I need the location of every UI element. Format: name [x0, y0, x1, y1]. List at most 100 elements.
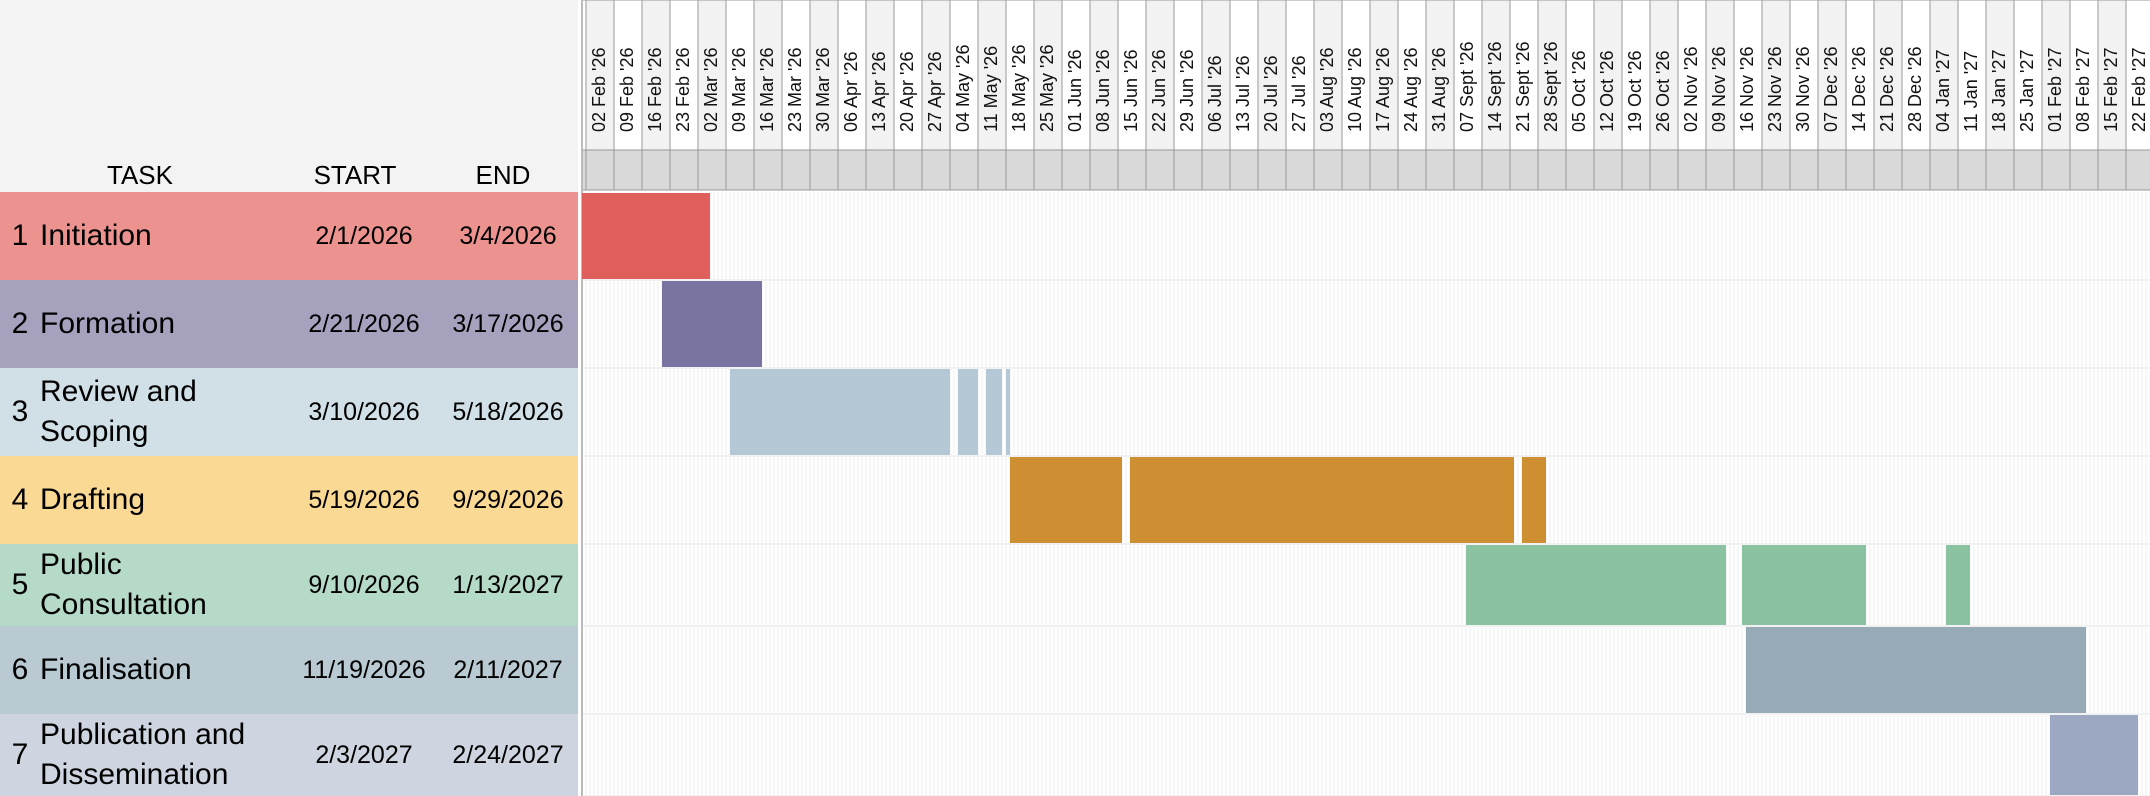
week-tick-label: 19 Oct '26: [1625, 51, 1645, 132]
week-tick-label: 02 Feb '26: [589, 48, 609, 133]
week-tick-label: 23 Feb '26: [673, 48, 693, 133]
gantt-bar[interactable]: [1742, 545, 1866, 625]
week-subheader-cell: [1677, 149, 1707, 191]
gantt-bar[interactable]: [582, 193, 710, 279]
week-subheader-cell: [1537, 149, 1567, 191]
week-subheader-cell: [837, 149, 867, 191]
task-name: Drafting: [40, 483, 146, 516]
task-name: Publication and Dissemination: [40, 718, 246, 791]
week-subheader-cell: [977, 149, 1007, 191]
week-tick-label: 20 Jul '26: [1261, 56, 1281, 133]
week-header-cell: [1509, 0, 1539, 151]
task-end-date: 2/11/2027: [453, 655, 563, 684]
task-row[interactable]: 1 Initiation 2/1/2026 3/4/2026: [0, 192, 578, 280]
week-subheader-cell: [585, 149, 615, 191]
week-subheader-cell: [1649, 149, 1679, 191]
task-end-date: 5/18/2026: [452, 397, 564, 426]
week-tick-label: 01 Feb '27: [2045, 48, 2065, 133]
week-tick-label: 28 Dec '26: [1905, 47, 1925, 133]
week-subheader-cell: [2013, 149, 2043, 191]
week-header-cell: [2041, 0, 2071, 151]
week-tick-label: 08 Jun '26: [1093, 49, 1113, 132]
task-start-date: 11/19/2026: [302, 655, 426, 684]
week-header-cell: [1649, 0, 1679, 151]
week-tick-label: 04 May '26: [953, 45, 973, 133]
task-end-date: 3/17/2026: [452, 309, 564, 338]
week-header-cell: [1313, 0, 1343, 151]
task-end-date: 2/24/2027: [452, 740, 564, 769]
week-subheader-cell: [1033, 149, 1063, 191]
week-tick-label: 16 Mar '26: [757, 48, 777, 132]
week-tick-label: 11 Jan '27: [1961, 51, 1981, 132]
week-tick-label: 28 Sept '26: [1541, 41, 1561, 132]
gantt-bar[interactable]: [958, 369, 978, 455]
gantt-bar[interactable]: [1946, 545, 1970, 625]
task-number: 7: [11, 738, 29, 771]
task-start-date: 2/3/2027: [315, 740, 413, 769]
week-subheader-cell: [1173, 149, 1203, 191]
week-tick-label: 16 Nov '26: [1737, 47, 1757, 133]
week-subheader-cell: [1957, 149, 1987, 191]
week-subheader-cell: [893, 149, 923, 191]
week-header-cell: [1033, 0, 1063, 151]
week-header-cell: [1089, 0, 1119, 151]
task-number: 5: [11, 568, 29, 601]
week-tick-label: 30 Mar '26: [813, 48, 833, 132]
week-tick-label: 07 Dec '26: [1821, 47, 1841, 133]
gantt-bar[interactable]: [1130, 457, 1514, 543]
week-tick-label: 30 Nov '26: [1793, 47, 1813, 133]
gantt-bar[interactable]: [1522, 457, 1546, 543]
task-end-date: 9/29/2026: [452, 485, 564, 514]
week-subheader-cell: [1817, 149, 1847, 191]
task-row[interactable]: 6 Finalisation 11/19/2026 2/11/2027: [0, 626, 578, 714]
week-header-cell: [725, 0, 755, 151]
task-column-header: TASK: [107, 160, 173, 190]
task-row[interactable]: 5 Public Consultation 9/10/2026 1/13/2027: [0, 544, 578, 626]
gantt-bar[interactable]: [2050, 715, 2138, 795]
week-header-cell: [837, 0, 867, 151]
week-tick-label: 23 Mar '26: [785, 48, 805, 132]
task-row[interactable]: 2 Formation 2/21/2026 3/17/2026: [0, 280, 578, 368]
week-tick-label: 09 Feb '26: [617, 48, 637, 133]
task-row[interactable]: 7 Publication and Dissemination 2/3/2027 2/…: [0, 714, 578, 796]
task-start-date: 2/21/2026: [308, 309, 420, 338]
gantt-bar[interactable]: [662, 281, 762, 367]
week-tick-label: 09 Mar '26: [729, 48, 749, 132]
gantt-bar[interactable]: [1746, 627, 2086, 713]
gantt-bar[interactable]: [1006, 369, 1010, 455]
week-tick-label: 25 Jan '27: [2017, 49, 2037, 132]
gantt-bar[interactable]: [1466, 545, 1726, 625]
week-tick-label: 25 May '26: [1037, 45, 1057, 133]
task-end-date: 1/13/2027: [452, 570, 564, 599]
week-subheader-cell: [949, 149, 979, 191]
week-header-cell: [641, 0, 671, 151]
task-row[interactable]: 3 Review and Scoping 3/10/2026 5/18/2026: [0, 368, 578, 456]
task-row[interactable]: 4 Drafting 5/19/2026 9/29/2026: [0, 456, 578, 544]
week-subheader-cell: [1201, 149, 1231, 191]
week-subheader-cell: [1845, 149, 1875, 191]
week-tick-label: 06 Apr '26: [841, 52, 861, 133]
task-number: 4: [11, 483, 29, 516]
week-subheader-cell: [1733, 149, 1763, 191]
week-tick-label: 21 Sept '26: [1513, 41, 1533, 132]
week-tick-label: 22 Feb '27: [2129, 48, 2149, 133]
week-tick-label: 04 Jan '27: [1933, 49, 1953, 132]
week-tick-label: 05 Oct '26: [1569, 51, 1589, 132]
week-subheader-cell: [1145, 149, 1175, 191]
week-header-cell: [1397, 0, 1427, 151]
week-header-cell: [1985, 0, 2015, 151]
week-header-cell: [697, 0, 727, 151]
week-tick-label: 13 Apr '26: [869, 52, 889, 133]
week-subheader-cell: [865, 149, 895, 191]
week-subheader-cell: [2069, 149, 2099, 191]
gantt-bar[interactable]: [1010, 457, 1122, 543]
task-name: Public Consultation: [40, 548, 207, 621]
gantt-bar[interactable]: [730, 369, 950, 455]
week-subheader-cell: [1593, 149, 1623, 191]
task-number: 1: [11, 219, 29, 252]
week-header-cell: [1285, 0, 1315, 151]
week-header-cell: [1117, 0, 1147, 151]
week-header-cell: [1761, 0, 1791, 151]
gantt-bar[interactable]: [986, 369, 1002, 455]
